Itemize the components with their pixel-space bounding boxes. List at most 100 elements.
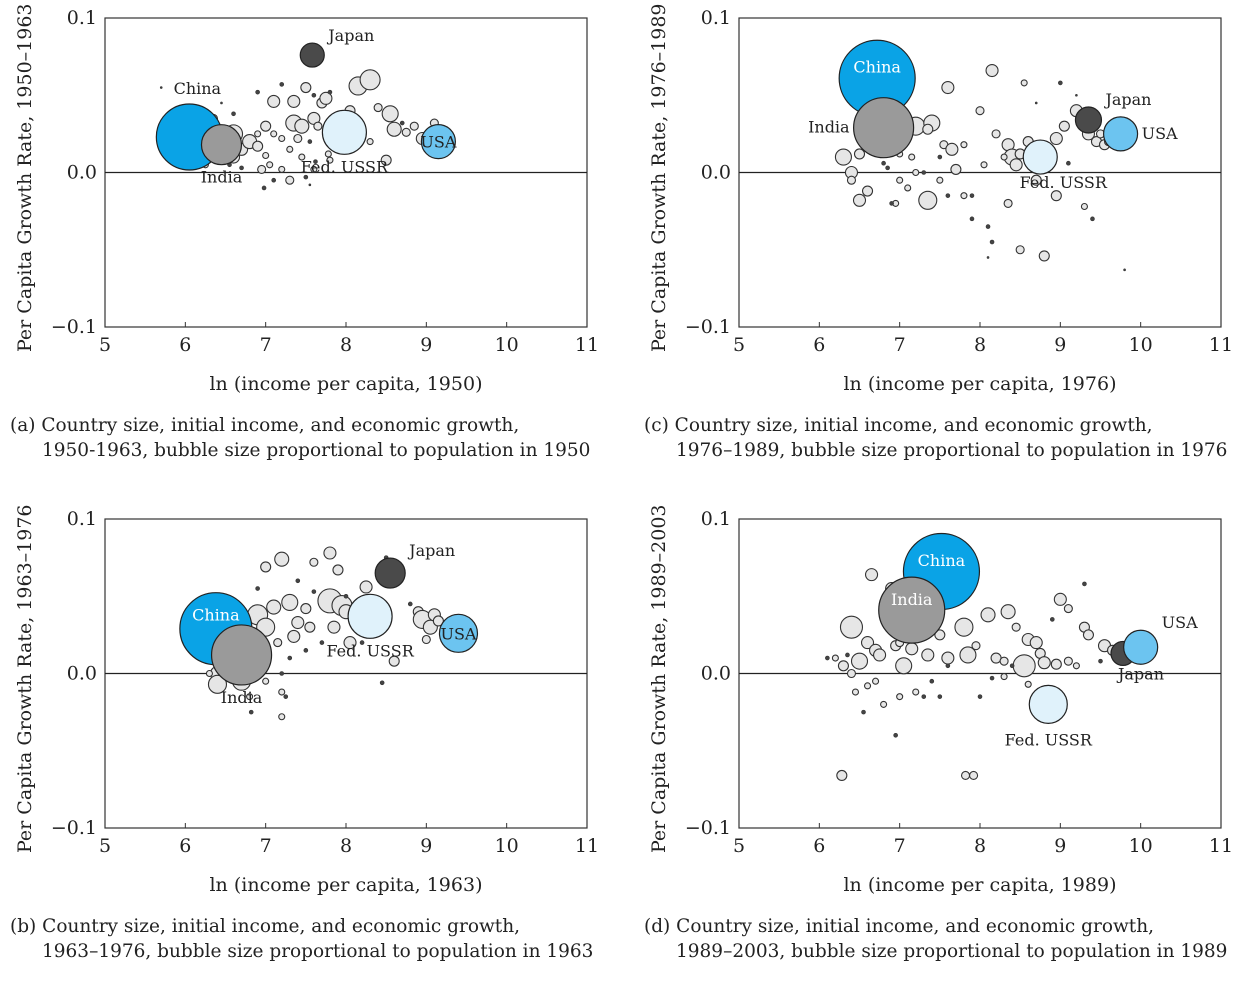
label-usa: USA [420,133,456,152]
country-bubble [989,675,995,681]
country-bubble [1050,190,1062,202]
y-tick-label: 0.1 [67,7,97,29]
country-bubble [1034,101,1038,105]
country-bubble [262,151,270,160]
country-bubble [252,140,264,152]
bubble-usa [1102,116,1139,152]
country-bubble [380,154,392,166]
country-bubble [1082,581,1087,587]
country-bubble [1030,174,1042,186]
country-bubble [231,111,236,117]
label-fed-ussr: Fed. USSR [326,641,414,660]
country-bubble [893,733,898,738]
x-tick-label: 9 [420,835,432,857]
x-tick-label: 5 [99,835,111,857]
country-bubble [273,638,283,648]
country-bubble [1075,93,1078,97]
label-usa: USA [1162,613,1198,632]
country-bubble [332,564,344,576]
country-bubble [1053,592,1067,606]
scatter-plot-d: 5 6 7 8 9 10 11 0.1 0.0 −0.1 China India Japan Fed. U… [685,508,1233,857]
country-bubble [381,105,399,123]
country-bubble [934,629,946,641]
country-bubble [836,769,848,782]
country-bubble [327,620,341,634]
country-bubble [270,130,278,138]
country-bubble [303,174,309,180]
country-bubble [298,153,306,161]
x-tick-label: 10 [1129,334,1153,356]
bubble-india [200,124,243,166]
country-bubble [846,668,857,679]
country-bubble [985,63,999,78]
country-bubble [159,86,163,89]
y-tick-label: 0.1 [701,7,731,29]
country-bubble [954,617,974,637]
y-tick-label: −0.1 [685,316,731,338]
country-bubble [908,153,916,161]
country-bubble [1038,250,1050,262]
country-bubble [831,654,839,662]
country-bubble [929,678,935,684]
label-fed-ussr: Fed. USSR [1005,730,1093,749]
country-bubble [266,161,274,169]
country-bubble [283,694,289,699]
x-tick-label: 5 [733,835,745,857]
country-bubble [861,709,866,715]
country-bubble [421,634,431,645]
caption: (d) Country size, initial income, and ec… [644,914,1227,964]
country-bubble [960,141,968,149]
country-bubble [285,175,295,185]
bubble-india [878,576,946,644]
country-bubble [989,239,995,245]
bubble-japan [1074,106,1103,134]
country-bubble [278,134,286,143]
country-bubble [307,139,313,144]
country-bubble [295,578,301,584]
country-bubble [254,130,262,138]
country-bubble [980,607,996,623]
country-bubble [267,94,281,108]
country-bubble [969,193,975,198]
country-bubble [985,224,991,229]
country-bubble [922,123,934,135]
country-bubble [1090,216,1095,222]
country-bubble [945,142,959,156]
x-tick-label: 6 [813,334,825,356]
country-bubble [861,185,874,197]
country-bubble [1049,131,1063,146]
y-tick-label: 0.0 [67,162,97,184]
country-bubble [1011,622,1021,632]
country-bubble [845,652,850,658]
y-tick-label: −0.1 [51,817,97,839]
label-india: India [808,118,850,137]
country-bubble [1000,673,1008,681]
country-bubble [274,551,290,567]
country-bubble [1009,663,1015,669]
x-tick-label: 9 [420,334,432,356]
x-axis-label: ln (income per capita, 1989) [843,874,1117,896]
y-tick-label: 0.1 [701,508,731,530]
country-bubble [986,256,990,259]
country-bubble [1009,158,1023,172]
country-bubble [359,69,381,91]
scatter-plot-c: 5 6 7 8 9 10 11 0.1 0.0 −0.1 China India Japan Fed. U… [685,7,1233,356]
x-axis-label: ln (income per capita, 1963) [209,874,483,896]
country-bubble [825,655,830,661]
x-tick-label: 6 [179,835,191,857]
country-bubble [1082,629,1095,641]
country-bubble [851,688,860,696]
country-bubble [300,603,312,615]
country-bubble [1072,662,1080,670]
x-tick-label: 10 [495,334,519,356]
country-bubble [863,682,872,690]
caption: (b) Country size, initial income, and ec… [10,914,593,964]
x-tick-label: 10 [495,835,519,857]
country-bubble [1020,79,1028,87]
label-china: China [853,58,901,77]
x-tick-label: 6 [179,334,191,356]
bubble-fed-ussr [1028,684,1068,724]
country-bubble [895,657,913,675]
